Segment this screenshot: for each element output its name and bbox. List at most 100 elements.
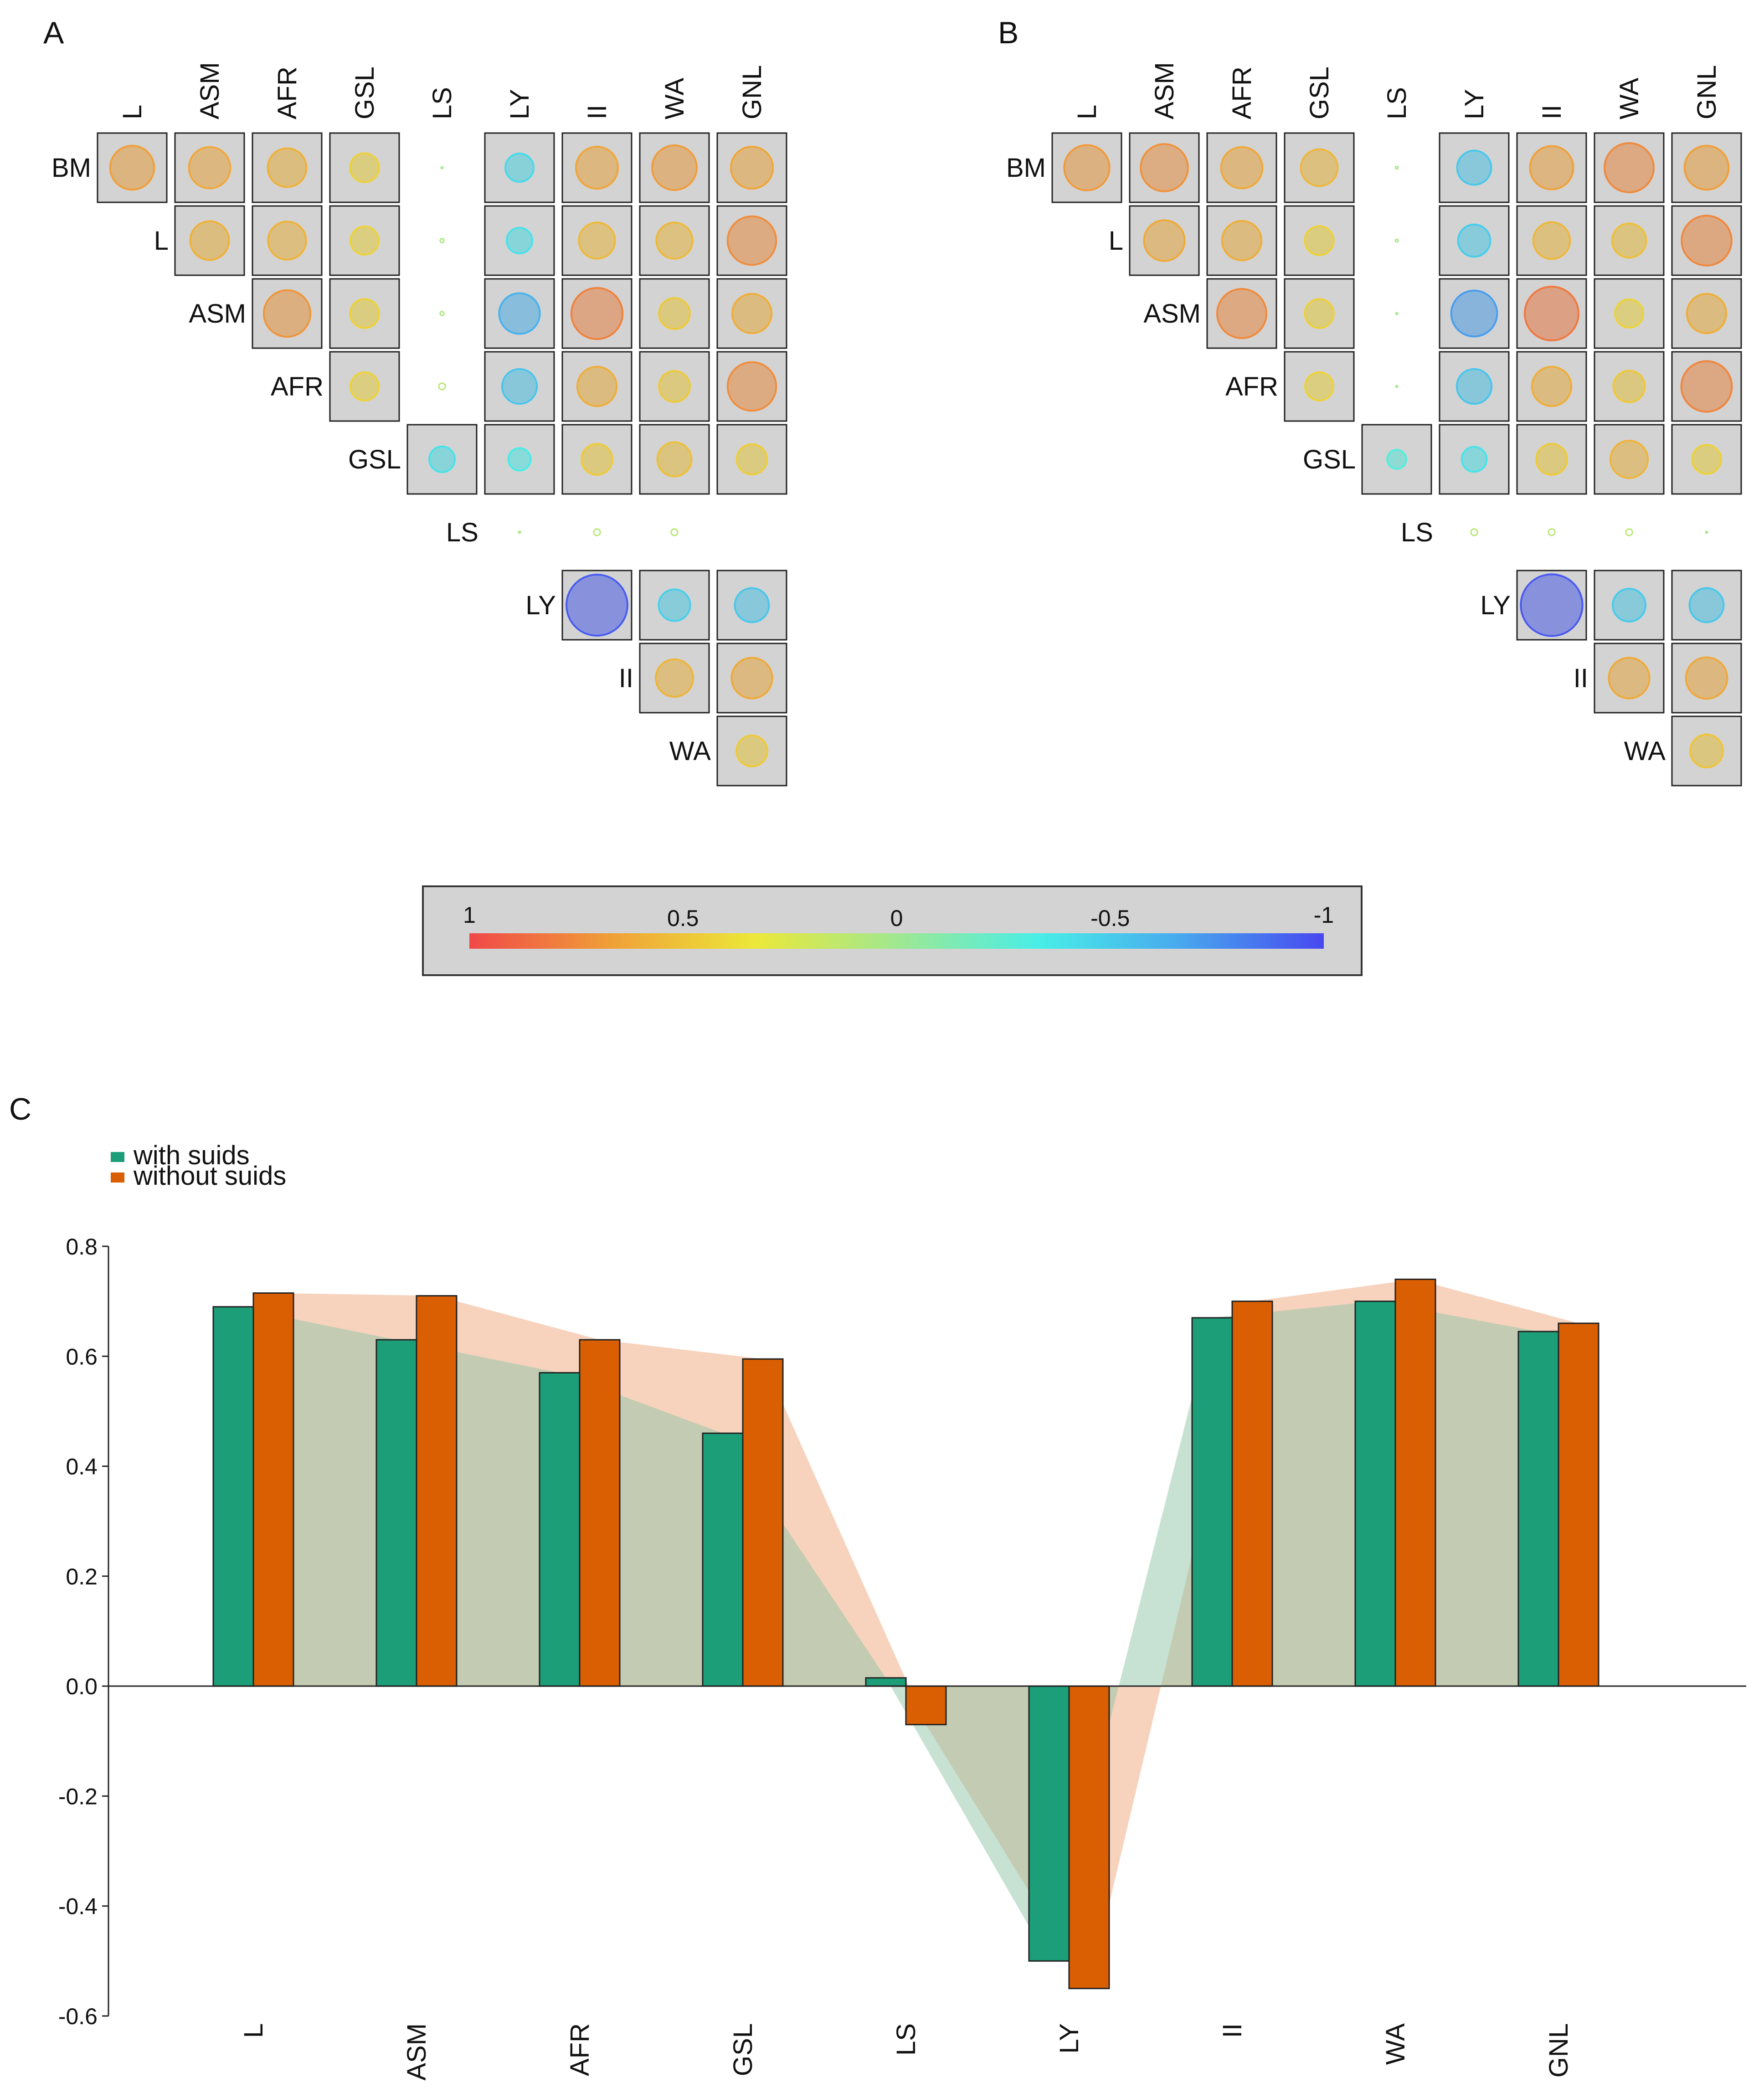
correlation-circle [1386,449,1407,470]
correlation-circle [1220,146,1264,190]
correlation-circle [730,657,773,699]
correlation-circle [1395,385,1399,388]
panel-b-correlation-matrix: B L ASM AFR GSL LS LY II WA GNL BM L ASM AFR GSL LS LY II… [998,15,1742,787]
correlation-circle [1450,289,1498,338]
correlation-circle [1705,530,1708,534]
correlation-circle [1604,142,1655,193]
x-tick-label: ASM [402,2023,432,2081]
correlation-circle [1394,238,1399,243]
correlation-circle [570,287,624,340]
correlation-circle [1532,221,1571,260]
correlation-circle [1611,222,1647,259]
colorbar-tick-label: -0.5 [1090,905,1130,931]
column-label: WA [660,77,689,119]
row-label: AFR [271,372,324,401]
bar-with-suids [375,1339,417,1687]
correlation-circle [262,289,312,338]
row-label: ASM [189,299,246,329]
panel-label: C [9,1092,31,1126]
cell-box [639,351,710,422]
correlation-circle [1457,223,1491,258]
correlation-circle [1688,587,1725,623]
correlation-circle [439,311,445,316]
column-label: LY [1460,89,1489,119]
colorbar-frame [422,885,1363,976]
column-label: GSL [1305,67,1334,119]
bar-with-suids [702,1432,744,1687]
y-tick-label: -0.4 [58,1894,98,1919]
correlation-circle [731,293,773,334]
legend-label-with-suids: with suids [133,1141,250,1170]
row-label: WA [1624,736,1666,766]
row-label: II [619,663,633,693]
correlation-circle [350,371,380,401]
correlation-circle [1304,225,1335,256]
row-label: ASM [1143,299,1201,329]
correlation-circle [507,447,532,472]
correlation-circle [654,658,694,698]
bar-with-suids [212,1306,254,1687]
correlation-circle [1689,734,1724,768]
row-label: GSL [1303,445,1356,474]
column-label: II [582,105,612,119]
cell-box [716,132,787,203]
bar-with-suids [865,1677,907,1687]
correlation-circle [1300,148,1339,187]
bar-without-suids [1231,1301,1273,1687]
correlation-circle [726,361,777,412]
bar-without-suids [252,1292,294,1687]
y-tick-label: -0.6 [58,2004,98,2029]
correlation-circle [267,221,307,261]
correlation-circle [1140,143,1189,192]
colorbar-tick-label: 0 [890,905,903,931]
row-label: LY [525,591,556,620]
correlation-circle [1216,288,1267,339]
correlation-circle [504,153,535,183]
row-label: GSL [348,445,401,474]
x-tick-label: LY [1054,2023,1084,2054]
correlation-circle [658,588,691,622]
column-label: LS [427,87,457,119]
correlation-circle [1456,149,1492,186]
correlation-circle [1612,588,1646,622]
correlation-circle [1685,656,1728,700]
bar-with-suids [1354,1301,1396,1687]
correlation-circle [575,145,619,190]
correlation-circle [1608,657,1651,699]
correlation-circle [1523,285,1580,342]
correlation-circle [670,528,679,536]
correlation-circle [1686,293,1728,334]
correlation-circle [1394,165,1399,170]
correlation-circle [651,144,698,191]
x-tick-label: GNL [1544,2023,1574,2077]
bar-without-suids [416,1295,458,1687]
bar-without-suids [1068,1685,1110,1990]
correlation-circle [658,297,691,330]
correlation-circle [349,298,380,329]
bar-without-suids [579,1339,621,1687]
correlation-circle [350,226,380,256]
colorbar-ramp [469,933,1324,949]
correlation-circle [1691,444,1722,475]
colorbar-tick-label: -1 [1314,902,1334,928]
column-label: WA [1615,77,1644,119]
row-label: L [1109,226,1123,256]
correlation-circle [1531,365,1573,407]
x-tick-label: WA [1381,2023,1410,2065]
y-tick-label: 0.2 [66,1564,98,1589]
colorbar: 1 0.5 0 -0.5 -1 [422,885,1363,976]
correlation-circle [1470,528,1478,536]
correlation-circle [518,530,521,534]
correlation-circle [1680,360,1733,413]
correlation-circle [1609,439,1649,479]
correlation-circle [658,370,691,403]
x-tick-label: AFR [565,2023,595,2076]
correlation-circle [1683,144,1730,191]
panel-label: B [998,15,1018,50]
legend-swatch-without-suids [111,1172,124,1183]
correlation-circle [428,445,456,473]
column-label: LY [505,89,535,119]
correlation-circle [1143,219,1186,262]
correlation-circle [1304,298,1335,329]
correlation-circle [498,292,541,335]
